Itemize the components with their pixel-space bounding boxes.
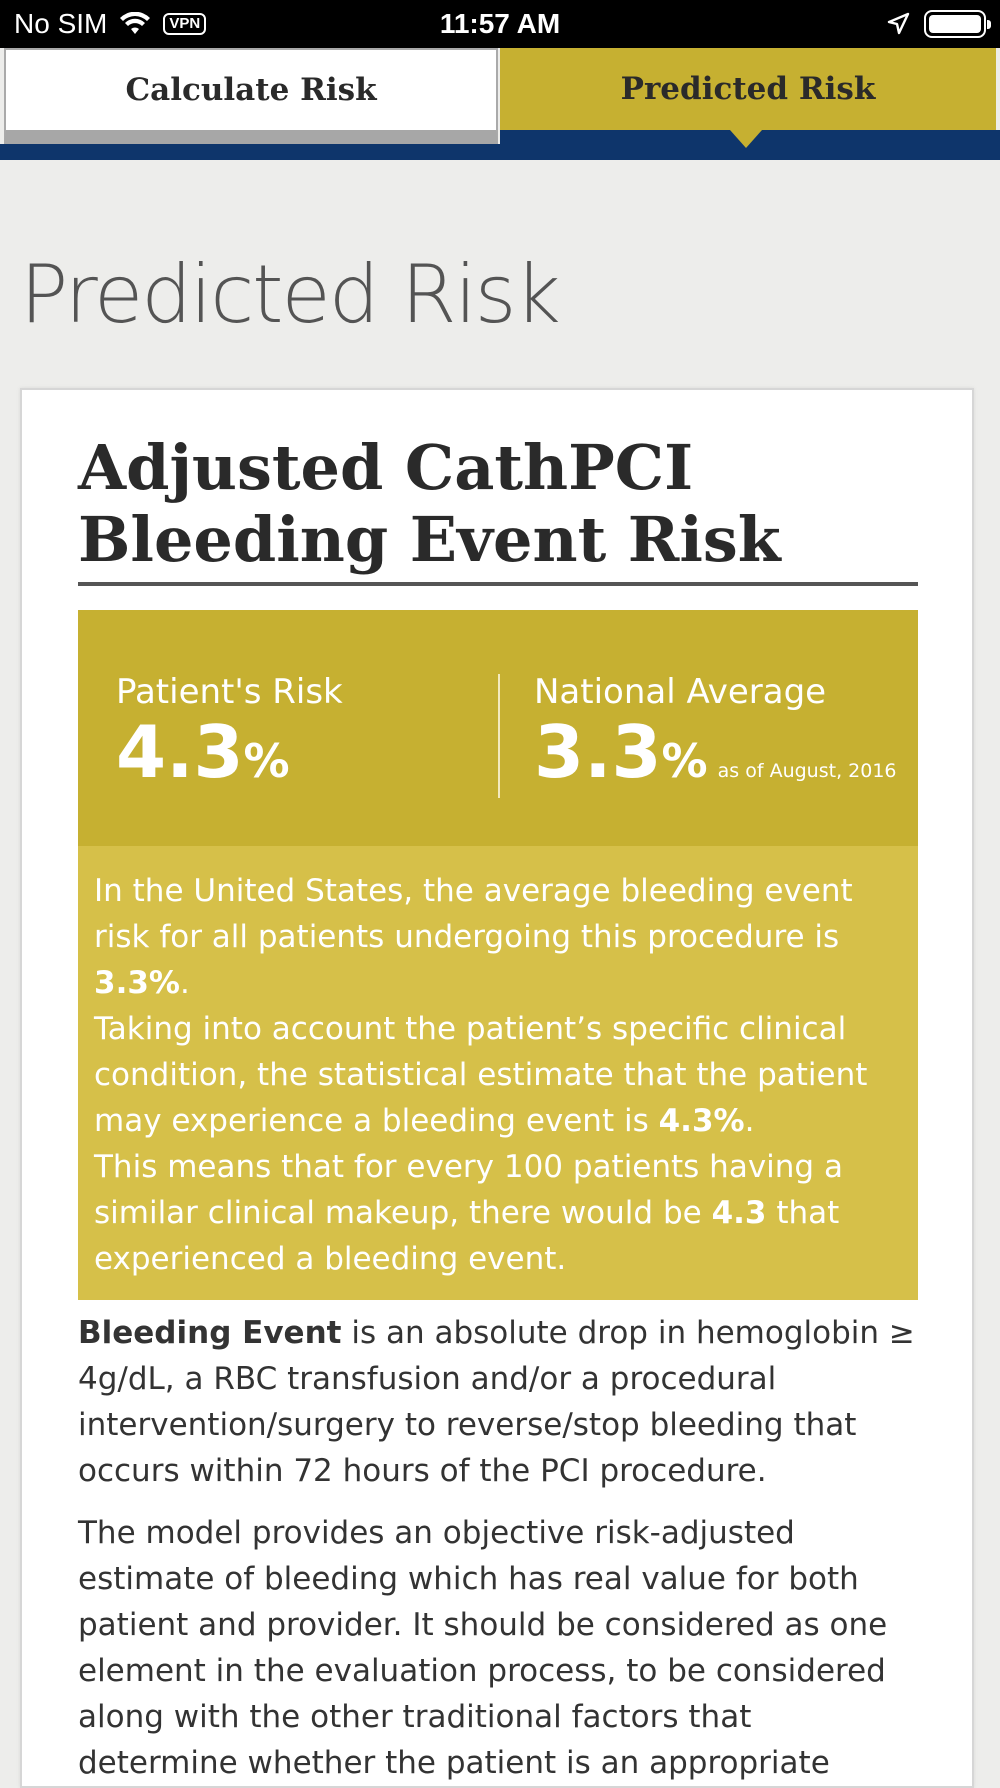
location-arrow-icon [887,12,910,35]
patient-risk-label: Patient's Risk [116,672,343,712]
status-left: No SIM VPN [14,8,207,40]
bleeding-event-definition: Bleeding Event is an absolute drop in he… [78,1310,918,1494]
tab-bar: Calculate Risk Predicted Risk [0,48,1000,160]
national-average-value: 3.3% as of August, 2016 [534,712,897,811]
definition-term: Bleeding Event [78,1315,342,1351]
page-title: Predicted Risk [20,248,561,341]
status-bar: No SIM VPN 11:57 AM [0,0,1000,48]
patient-risk-number: 4.3 [116,710,244,794]
explanation-paragraph-2: Taking into account the patient’s specif… [94,1011,868,1139]
vpn-badge: VPN [163,13,207,35]
definition-text: is an absolute drop in hemoglobin ≥ 4g/d… [78,1315,915,1489]
card-title: Adjusted CathPCI Bleeding Event Risk [78,432,918,586]
carrier-label: No SIM [14,8,108,39]
national-average: National Average 3.3% as of August, 2016 [534,672,897,811]
risk-summary: Patient's Risk 4.3% National Average 3.3… [78,610,918,846]
national-average-label: National Average [534,672,827,712]
status-right [886,10,991,38]
active-tab-notch [730,130,762,148]
model-description: The model provides an objective risk-adj… [78,1515,888,1781]
risk-divider [498,674,500,798]
explanation-paragraph-3: This means that for every 100 patients h… [94,1149,843,1277]
patient-risk-value: 4.3% [116,712,343,801]
battery-icon [924,10,991,38]
national-average-date: as of August, 2016 [717,760,897,782]
tab-predicted-risk[interactable]: Predicted Risk [500,48,996,130]
national-average-unit: % [661,734,708,788]
tab-calculate-risk[interactable]: Calculate Risk [4,48,498,144]
risk-explanation: In the United States, the average bleedi… [78,846,918,1300]
tab-underline [0,144,500,160]
explanation-paragraph-1: In the United States, the average bleedi… [94,873,853,1001]
risk-card: Adjusted CathPCI Bleeding Event Risk Pat… [20,388,974,1788]
national-average-number: 3.3 [534,710,662,794]
patient-risk-unit: % [243,734,290,788]
wifi-icon [120,12,151,34]
status-time: 11:57 AM [439,8,561,39]
patient-risk: Patient's Risk 4.3% [116,672,343,801]
